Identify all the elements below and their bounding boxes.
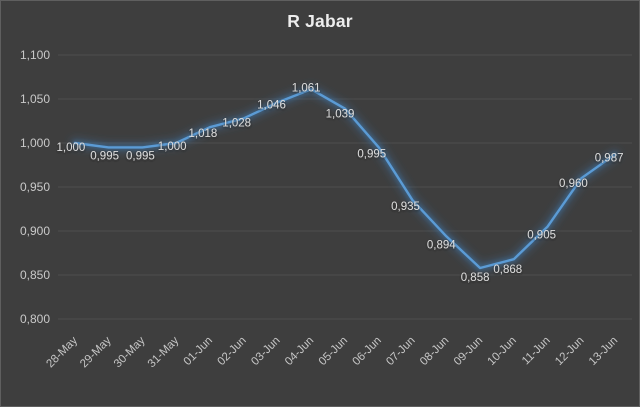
data-label: 0,995	[90, 150, 119, 162]
x-tick-label: 30-May	[112, 334, 148, 370]
x-tick-label: 29-May	[78, 334, 114, 370]
x-tick-label: 01-Jun	[182, 335, 215, 368]
x-tick-label: 10-Jun	[486, 335, 519, 368]
data-label: 1,039	[326, 109, 355, 121]
y-tick-label: 1,000	[20, 136, 50, 150]
x-tick-label: 12-Jun	[553, 335, 586, 368]
y-tick-label: 1,050	[20, 92, 50, 106]
series-line	[73, 88, 617, 270]
x-tick-label: 11-Jun	[520, 335, 553, 368]
data-label: 0,894	[427, 239, 456, 251]
data-label: 1,000	[57, 142, 86, 154]
x-tick-label: 09-Jun	[452, 335, 485, 368]
data-label: 1,028	[222, 117, 251, 129]
y-tick-label: 0,850	[20, 268, 50, 282]
y-tick-label: 0,900	[20, 224, 50, 238]
x-tick-label: 07-Jun	[384, 335, 417, 368]
data-label: 0,995	[126, 150, 155, 162]
x-tick-label: 03-Jun	[249, 335, 282, 368]
x-tick-label: 28-May	[44, 334, 80, 370]
data-label: 0,987	[595, 152, 624, 164]
data-label: 0,960	[559, 178, 588, 190]
x-tick-label: 04-Jun	[283, 335, 316, 368]
x-tick-label: 08-Jun	[418, 335, 451, 368]
x-tick-label: 13-Jun	[587, 335, 620, 368]
data-label: 0,995	[357, 148, 386, 160]
data-label: 1,061	[292, 82, 321, 94]
y-tick-label: 0,800	[20, 312, 50, 326]
data-label: 1,018	[189, 128, 218, 140]
x-tick-label: 02-Jun	[215, 335, 248, 368]
chart-title: R Jabar	[287, 11, 353, 31]
data-label: 0,858	[461, 272, 490, 284]
data-label: 1,000	[158, 141, 187, 153]
x-tick-label: 05-Jun	[317, 335, 350, 368]
data-label: 0,905	[527, 230, 556, 242]
data-label: 0,935	[391, 201, 420, 213]
x-tick-label: 06-Jun	[351, 335, 384, 368]
y-tick-label: 0,950	[20, 180, 50, 194]
data-label: 0,868	[493, 264, 522, 276]
y-tick-label: 1,100	[20, 48, 50, 62]
data-label: 1,046	[257, 100, 286, 112]
x-tick-label: 31-May	[146, 334, 182, 370]
